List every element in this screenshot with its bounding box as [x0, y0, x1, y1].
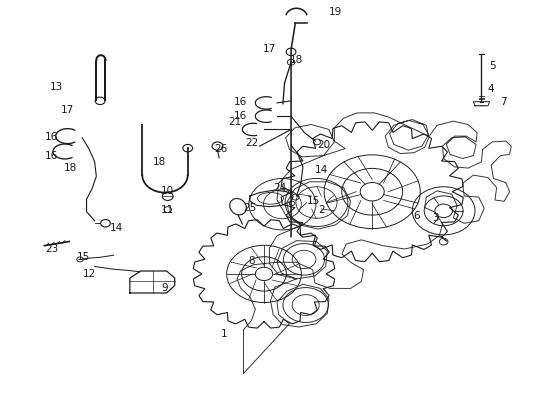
- Text: 14: 14: [315, 165, 328, 175]
- Text: 23: 23: [45, 244, 58, 254]
- Text: 26: 26: [214, 144, 227, 154]
- Text: 22: 22: [245, 138, 258, 148]
- Text: 8: 8: [248, 256, 255, 266]
- Text: 11: 11: [161, 205, 174, 215]
- Text: 16: 16: [234, 111, 247, 121]
- Text: 3: 3: [432, 213, 439, 223]
- Text: 24: 24: [274, 183, 287, 193]
- Text: 5: 5: [489, 61, 496, 71]
- Text: 16: 16: [45, 151, 58, 161]
- Text: 18: 18: [290, 55, 303, 65]
- Text: 13: 13: [50, 82, 63, 92]
- Text: 6: 6: [413, 211, 420, 221]
- Text: 17: 17: [61, 105, 74, 115]
- Text: 17: 17: [263, 44, 276, 54]
- Text: 4: 4: [488, 84, 494, 94]
- Text: 15: 15: [307, 196, 320, 206]
- Text: 16: 16: [234, 97, 247, 107]
- Text: 2: 2: [319, 205, 325, 215]
- Text: 20: 20: [317, 140, 330, 150]
- Text: 9: 9: [162, 283, 168, 293]
- Text: 19: 19: [329, 7, 342, 17]
- Text: 12: 12: [83, 269, 96, 279]
- Text: 18: 18: [153, 157, 166, 167]
- Text: 21: 21: [229, 117, 242, 127]
- Text: 25: 25: [243, 203, 256, 213]
- Text: 16: 16: [45, 132, 58, 142]
- Text: 10: 10: [161, 186, 174, 196]
- Text: 7: 7: [500, 97, 506, 107]
- Text: 1: 1: [221, 329, 228, 339]
- Text: 15: 15: [77, 252, 90, 262]
- Text: 14: 14: [110, 223, 123, 233]
- Text: 18: 18: [64, 163, 77, 173]
